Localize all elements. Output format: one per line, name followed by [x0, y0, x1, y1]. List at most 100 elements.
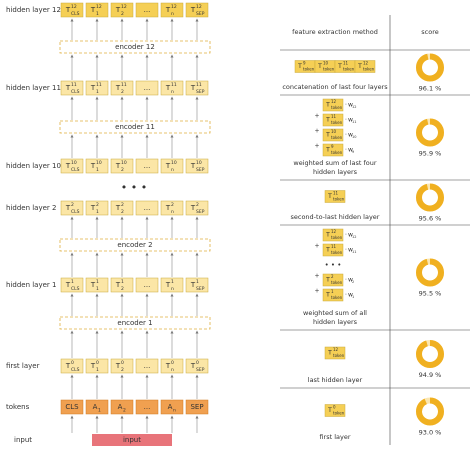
layer-label: hidden layer 10	[6, 162, 61, 170]
token-cell	[110, 80, 134, 96]
score-ring	[416, 118, 444, 147]
cell-base: T	[165, 281, 171, 289]
cell-sup: 1	[96, 279, 99, 285]
cell-base: T	[65, 84, 71, 92]
plus-sign: +	[314, 243, 319, 250]
token-cell	[160, 158, 184, 174]
chip-sub: token	[333, 411, 345, 416]
encoder-box	[59, 40, 211, 54]
cell-sup: 10	[121, 160, 127, 166]
cell-sup: 0	[196, 360, 199, 366]
cell-sub: CLS	[71, 209, 80, 215]
cell-base: T	[115, 162, 121, 170]
feature-chip	[322, 113, 344, 127]
cell-sup: 11	[121, 82, 127, 88]
chip-sup: 12	[331, 99, 337, 104]
cell-base: T	[115, 6, 121, 14]
feature-chip	[324, 404, 346, 417]
header-method: feature extraction method	[292, 28, 378, 36]
cell-sub: CLS	[71, 11, 80, 17]
input-token	[135, 399, 159, 415]
layer-label: hidden layer 11	[6, 84, 61, 92]
chip-sup: 12	[331, 229, 337, 234]
cell-sub: 2	[121, 209, 124, 215]
chip-sub: token	[343, 67, 355, 72]
score-label: 95.5 %	[419, 290, 442, 298]
feature-chip	[324, 346, 346, 360]
chip-sub: token	[331, 295, 343, 300]
chip-sub: token	[363, 67, 375, 72]
cell-sup: 1	[71, 279, 74, 285]
chip-sup: 11	[343, 61, 349, 66]
chip-sub: token	[331, 235, 343, 240]
cell-sub: CLS	[71, 89, 80, 95]
token-cell	[85, 80, 109, 96]
weight-sub: 1	[352, 295, 354, 299]
chip-base: T	[327, 407, 332, 414]
chip-sup: 0	[333, 405, 336, 410]
chip-base: T	[325, 292, 330, 299]
feature-chip	[324, 190, 346, 203]
cell-sub: CLS	[71, 286, 80, 292]
cell-sup: 1	[121, 279, 124, 285]
cell-base: T	[190, 6, 196, 14]
token-cell	[135, 2, 159, 18]
cell-ellipsis: ...	[144, 362, 151, 370]
cell-sup: 10	[71, 160, 77, 166]
cell-sup: 11	[71, 82, 77, 88]
cell-sub: 1	[96, 11, 99, 17]
cell-sup: 12	[121, 4, 127, 10]
cell-base: T	[115, 362, 121, 370]
cell-sub: SEP	[196, 167, 205, 173]
times-dot: ·	[345, 292, 347, 299]
score-label: 95.6 %	[419, 215, 442, 223]
cell-sup: 12	[96, 4, 102, 10]
cell-base: T	[65, 162, 71, 170]
cell-sup: 11	[171, 82, 177, 88]
encoder-label: encoder 2	[117, 241, 152, 249]
cell-sup: 10	[196, 160, 202, 166]
token-cell	[110, 2, 134, 18]
chip-sup: 11	[331, 114, 337, 119]
chip-sub: token	[331, 250, 343, 255]
chip-sub: token	[331, 135, 343, 140]
chip-sup: 10	[323, 61, 329, 66]
layer-label: hidden layer 12	[6, 6, 61, 14]
token-cell	[60, 277, 84, 293]
cell-sup: 0	[96, 360, 99, 366]
chip-sup: 10	[331, 129, 337, 134]
input-token	[85, 399, 109, 415]
cell-ellipsis: ...	[144, 281, 151, 289]
token-cell	[185, 2, 209, 18]
cell-base: T	[190, 204, 196, 212]
cell-sup: 2	[196, 202, 199, 208]
cell-base: T	[165, 362, 171, 370]
weight: w	[348, 102, 353, 109]
chip-sup: 12	[363, 61, 369, 66]
weight-sub: 10	[352, 135, 356, 139]
tokens-label: tokens	[6, 403, 30, 411]
cell-sup: 0	[171, 360, 174, 366]
cell-base: T	[65, 281, 71, 289]
token-cell	[185, 200, 209, 216]
method-label: second-to-last hidden layer	[291, 213, 380, 221]
chip-base: T	[325, 132, 330, 139]
plus-sign: +	[314, 288, 319, 295]
token-cell	[135, 158, 159, 174]
cell-sub: SEP	[196, 89, 205, 95]
cell-sub: n	[171, 168, 174, 173]
weight: w	[348, 147, 353, 154]
token-cell	[160, 80, 184, 96]
token-cell	[185, 80, 209, 96]
weight-sub: 11	[352, 120, 356, 124]
times-dot: ·	[345, 132, 347, 139]
times-dot: ·	[345, 277, 347, 284]
token-base: CLS	[65, 403, 79, 411]
chip-ellipsis: • • •	[325, 261, 342, 269]
input-token	[110, 399, 134, 415]
layer-label: hidden layer 2	[6, 204, 56, 212]
cell-sub: n	[171, 12, 174, 17]
cell-ellipsis: ...	[144, 162, 151, 170]
token-cell	[135, 358, 159, 374]
